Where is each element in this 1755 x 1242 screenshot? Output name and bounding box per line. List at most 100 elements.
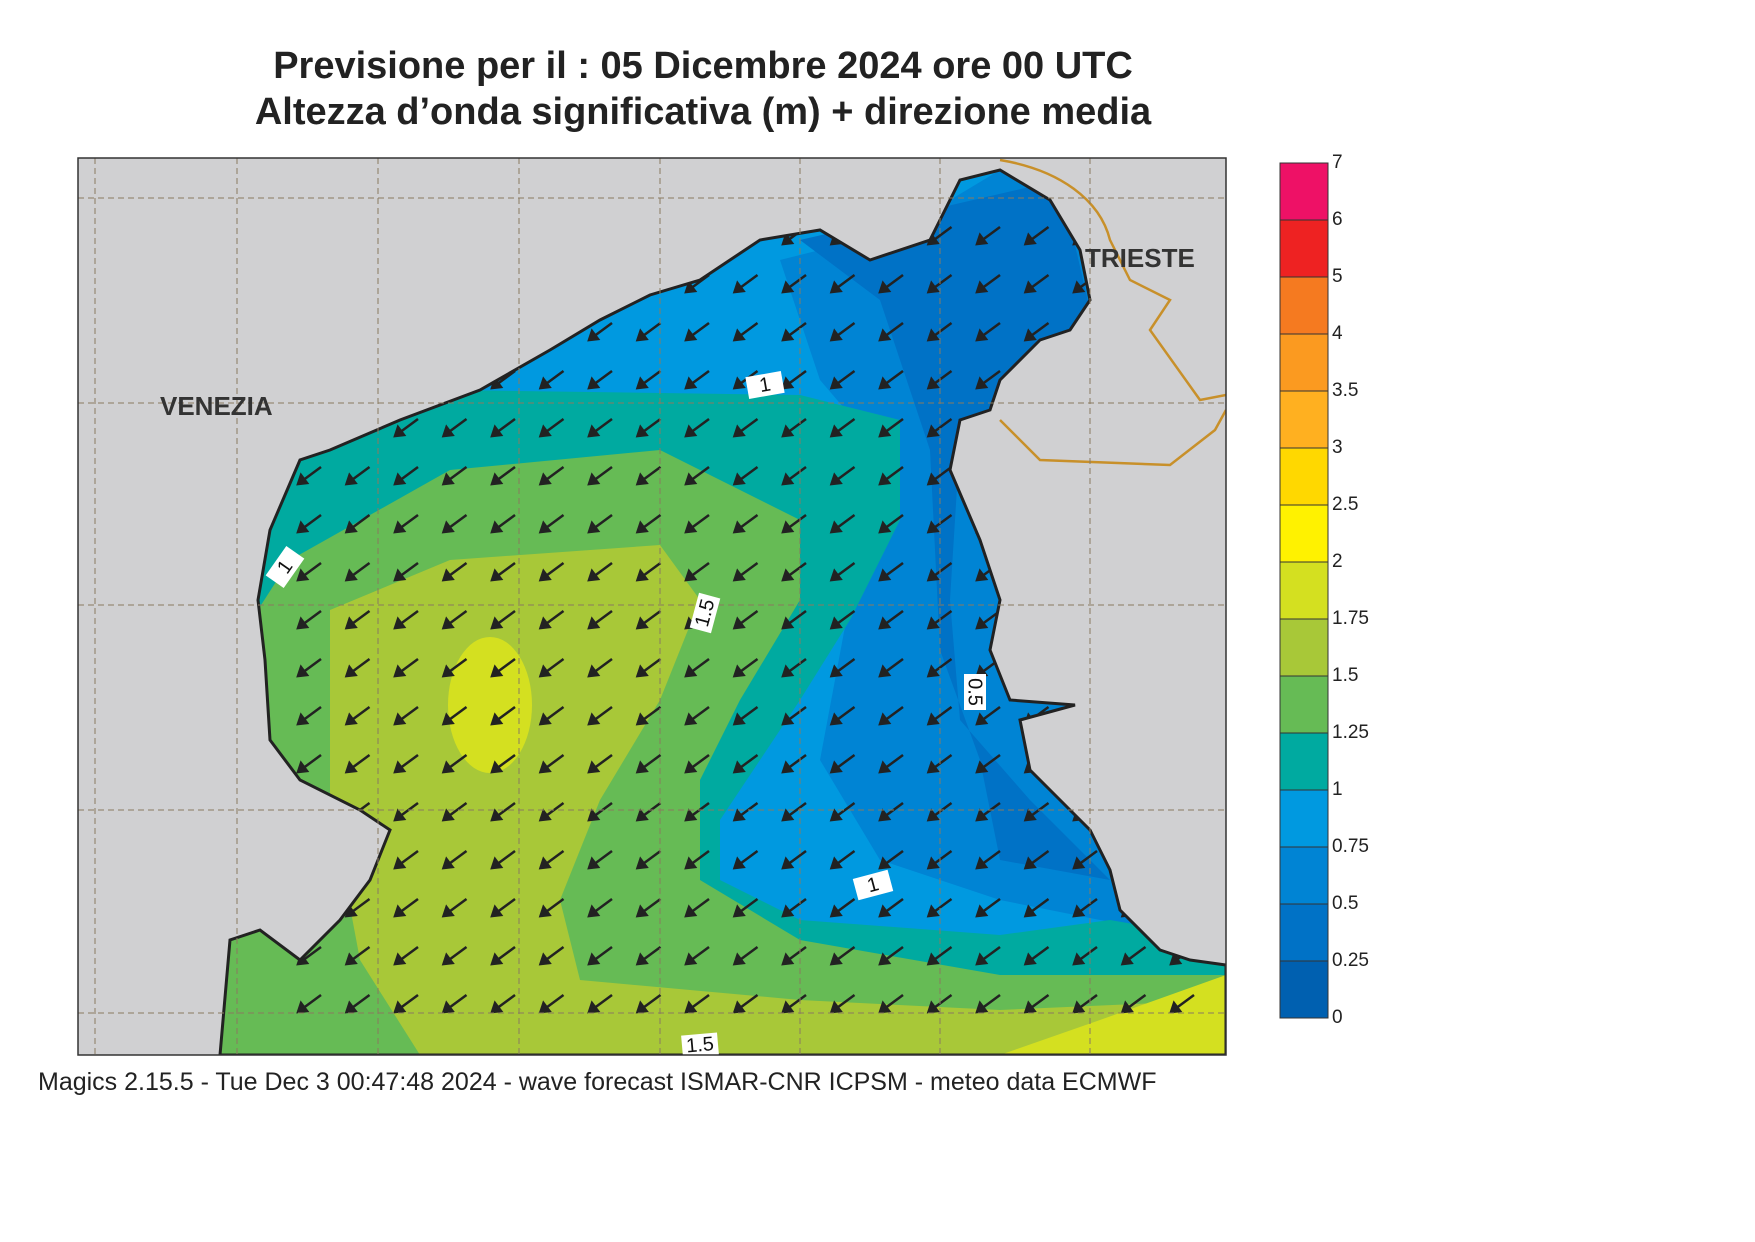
direction-arrow: [1023, 225, 1050, 246]
arrow-head: [926, 856, 940, 870]
arrow-head: [878, 472, 892, 486]
direction-arrow: [684, 417, 710, 438]
contour-label-bg: [265, 545, 305, 589]
contour-label: 0.5: [964, 674, 986, 710]
colorbar-label: 3.5: [1332, 380, 1358, 401]
direction-arrow: [344, 561, 371, 582]
direction-arrow: [441, 465, 468, 486]
arrow-head: [635, 376, 649, 390]
direction-arrow: [684, 369, 710, 390]
arrow-head: [587, 424, 601, 438]
arrow-head: [684, 712, 698, 726]
direction-arrow: [878, 705, 904, 726]
arrow-head: [781, 1000, 795, 1014]
arrow-head: [1023, 328, 1037, 342]
direction-arrow: [296, 993, 322, 1014]
direction-arrow: [490, 705, 516, 726]
direction-arrow: [732, 753, 759, 774]
arrow-head: [441, 904, 455, 918]
direction-arrow: [926, 753, 953, 774]
arrow-head: [829, 520, 843, 534]
direction-arrow: [829, 369, 856, 390]
arrow-head: [441, 520, 455, 534]
direction-arrow: [926, 273, 953, 294]
direction-arrow: [635, 609, 662, 630]
arrow-head: [781, 376, 795, 390]
arrow-head: [490, 952, 504, 966]
colorbar-label: 0.75: [1332, 836, 1369, 857]
arrow-head: [490, 904, 504, 918]
arrow-head: [975, 328, 989, 342]
arrow-head: [975, 760, 989, 774]
arrow-head: [490, 616, 504, 630]
direction-arrow: [441, 945, 468, 966]
arrow-head: [296, 472, 310, 486]
arrow-head: [781, 280, 795, 294]
direction-arrow: [538, 465, 565, 486]
direction-arrow: [926, 513, 953, 534]
direction-arrow: [393, 705, 419, 726]
arrow-head: [441, 1000, 455, 1014]
arrow-head: [296, 712, 310, 726]
direction-arrow: [587, 705, 613, 726]
direction-arrow: [635, 513, 662, 534]
direction-arrow: [878, 561, 904, 582]
direction-arrow: [344, 513, 371, 534]
direction-arrow: [490, 417, 516, 438]
arrow-head: [975, 952, 989, 966]
direction-arrow: [490, 465, 516, 486]
colorbar-label: 0.5: [1332, 893, 1358, 914]
direction-arrow: [441, 705, 468, 726]
direction-arrow: [684, 465, 710, 486]
colorbar-segment: [1280, 163, 1328, 220]
direction-arrow: [878, 321, 904, 342]
direction-arrow: [878, 369, 904, 390]
contour-label: 1: [265, 545, 305, 589]
arrow-head: [829, 472, 843, 486]
direction-arrow: [635, 369, 662, 390]
direction-arrow: [635, 465, 662, 486]
arrow-head: [587, 616, 601, 630]
direction-arrow: [635, 849, 662, 870]
arrow-head: [781, 472, 795, 486]
colorbar-segment: [1280, 448, 1328, 505]
colorbar-label: 1: [1332, 779, 1343, 800]
colorbar-segment: [1280, 334, 1328, 391]
arrow-head: [684, 280, 698, 294]
arrow-head: [781, 808, 795, 822]
direction-arrow: [829, 945, 856, 966]
direction-arrow: [490, 753, 516, 774]
direction-arrow: [781, 945, 807, 966]
arrow-head: [344, 520, 358, 534]
arrow-head: [878, 376, 892, 390]
direction-arrow: [1169, 993, 1195, 1014]
arrow-head: [975, 856, 989, 870]
title-line2: Altezza d’onda significativa (m) + direz…: [255, 91, 1152, 133]
direction-arrow: [538, 609, 565, 630]
arrow-head: [829, 664, 843, 678]
colorbar-label: 0.25: [1332, 950, 1369, 971]
direction-arrow: [441, 609, 468, 630]
direction-arrow: [684, 513, 710, 534]
arrow-head: [975, 712, 989, 726]
arrow-head: [926, 712, 940, 726]
direction-arrow: [781, 753, 807, 774]
arrow-head: [587, 952, 601, 966]
arrow-head: [538, 760, 552, 774]
direction-arrow: [538, 945, 565, 966]
arrow-head: [926, 568, 940, 582]
arrow-head: [538, 952, 552, 966]
arrow-head: [344, 1000, 358, 1014]
direction-arrow: [635, 321, 662, 342]
graticule: [78, 158, 1226, 1055]
direction-arrow: [926, 945, 953, 966]
direction-arrow: [296, 753, 322, 774]
direction-arrow: [587, 753, 613, 774]
arrow-head: [684, 952, 698, 966]
arrow-head: [684, 664, 698, 678]
arrow-head: [732, 568, 746, 582]
direction-arrow: [732, 561, 759, 582]
arrow-head: [684, 424, 698, 438]
direction-arrow: [926, 561, 953, 582]
direction-arrow: [587, 993, 613, 1014]
